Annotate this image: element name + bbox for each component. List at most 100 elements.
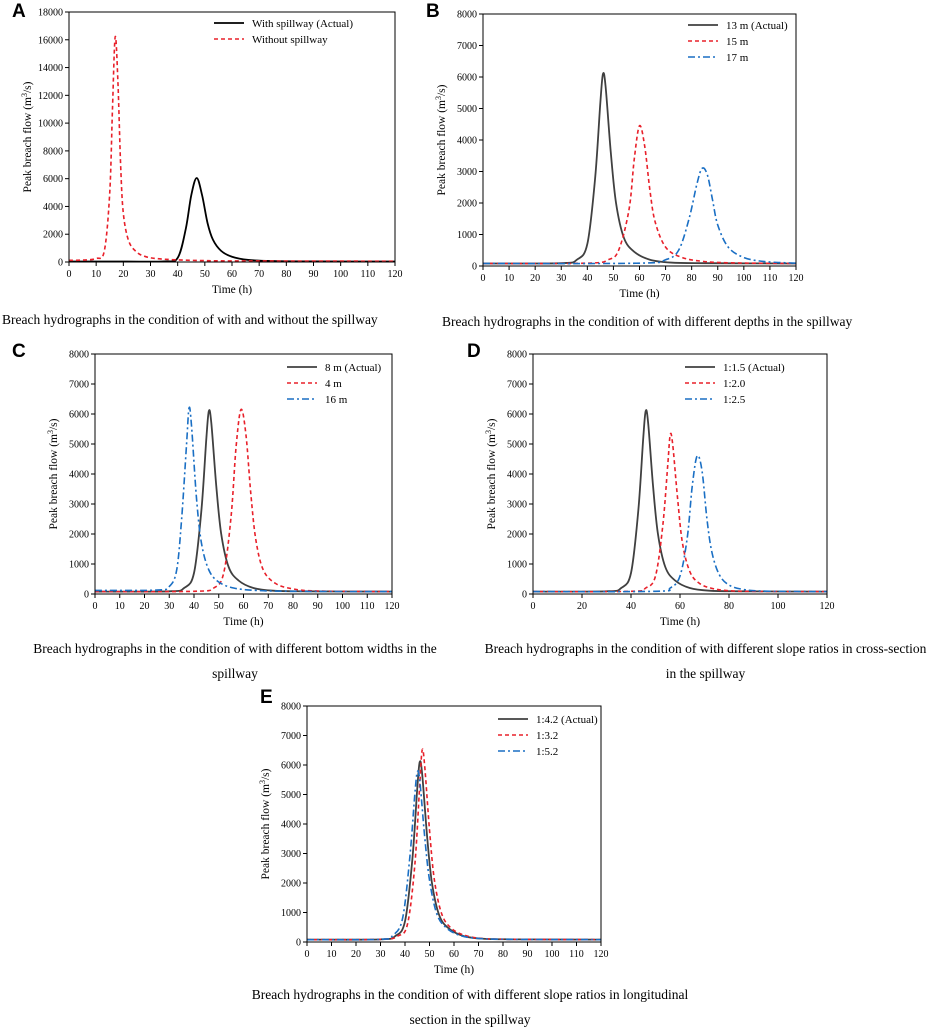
x-tick-label: 90 [313,601,323,612]
legend-label: 8 m (Actual) [325,362,382,374]
x-axis-label: Time (h) [660,616,700,628]
x-tick-label: 50 [608,273,618,284]
series-line-2 [95,408,392,593]
y-tick-label: 4000 [457,136,477,147]
caption-line: Breach hydrographs in the condition of w… [251,987,689,1002]
legend-label: 1:1.5 (Actual) [723,362,785,374]
x-tick-label: 20 [577,601,587,612]
y-tick-label: 16000 [38,35,63,46]
series-line-1 [483,71,796,265]
y-tick-label: 14000 [38,63,63,74]
y-tick-label: 1000 [69,560,89,571]
panel-b: B 0 10 20 30 40 50 60 70 80 90 100 110 120 0 1000 2000 3… [420,0,941,340]
caption-line: in the spillway [665,666,746,681]
x-tick-label: 60 [449,949,459,960]
y-tick-label: 7000 [507,380,527,391]
x-tick-label: 100 [335,601,350,612]
x-axis-label: Time (h) [619,288,659,300]
x-tick-label: 80 [687,273,697,284]
x-tick-label: 60 [675,601,685,612]
y-tick-label: 18000 [38,8,63,19]
y-tick-label: 6000 [69,410,89,421]
x-tick-label: 30 [556,273,566,284]
x-tick-label: 120 [388,269,403,280]
y-tick-label: 2000 [43,230,63,241]
y-tick-label: 8000 [281,702,301,713]
y-tick-label: 7000 [281,731,301,742]
y-tick-label: 1000 [281,908,301,919]
x-tick-label: 90 [713,273,723,284]
y-tick-label: 8000 [457,10,477,21]
plot-frame [532,353,828,595]
x-tick-label: 80 [498,949,508,960]
y-axis-label: Peak breach flow (m3/s) [20,81,34,192]
caption-line: Breach hydrographs in the condition of w… [484,641,927,656]
y-tick-label: 2000 [507,530,527,541]
legend-label: 17 m [726,52,749,64]
x-tick-label: 40 [582,273,592,284]
chart-e: 0 10 20 30 40 50 60 70 80 90 100 110 120 0 1000 2000 300… [258,702,609,977]
x-tick-label: 0 [481,273,486,284]
x-tick-label: 20 [351,949,361,960]
y-axis-label: Peak breach flow (m3/s) [484,418,498,529]
caption: Breach hydrographs in the condition of w… [2,307,420,332]
x-tick-label: 110 [360,601,375,612]
legend-label: 16 m [325,394,348,406]
y-tick-label: 4000 [43,202,63,213]
legend-label: 1:5.2 [536,746,558,758]
series-line-3 [307,770,601,941]
x-tick-label: 20 [140,601,150,612]
legend-label: 13 m (Actual) [726,20,788,32]
y-tick-label: 0 [84,590,89,601]
x-tick-label: 80 [281,269,291,280]
x-axis-label: Time (h) [212,284,252,296]
x-tick-label: 40 [173,269,183,280]
x-tick-label: 30 [164,601,174,612]
x-tick-label: 100 [545,949,560,960]
y-tick-label: 5000 [457,104,477,115]
x-tick-label: 10 [327,949,337,960]
y-tick-label: 7000 [457,41,477,52]
x-tick-label: 40 [626,601,636,612]
x-tick-label: 10 [91,269,101,280]
caption-line: section in the spillway [409,1012,531,1027]
y-tick-label: 2000 [281,879,301,890]
x-tick-label: 60 [635,273,645,284]
caption: Breach hydrographs in the condition of w… [442,309,941,334]
series-line-2 [533,432,827,593]
y-tick-label: 4000 [507,470,527,481]
legend-label: 15 m [726,36,749,48]
plot-frame [482,13,797,267]
x-tick-label: 120 [385,601,400,612]
x-tick-label: 10 [115,601,125,612]
y-tick-label: 5000 [69,440,89,451]
legend-label: 1:4.2 (Actual) [536,714,598,726]
x-tick-label: 50 [200,269,210,280]
caption: Breach hydrographs in the condition of w… [470,636,941,686]
series-line-1 [69,177,395,262]
chart-a: 0 10 20 30 40 50 60 70 80 90 100 110 120 0 2000 4000 600… [20,8,403,297]
series-line-3 [533,454,827,593]
caption-line: Breach hydrographs in the condition of w… [33,641,437,656]
x-tick-label: 70 [474,949,484,960]
x-tick-label: 90 [309,269,319,280]
x-tick-label: 110 [361,269,376,280]
x-tick-label: 120 [594,949,609,960]
chart-c: 0 10 20 30 40 50 60 70 80 90 100 110 120 0 1000 2000 300… [46,350,400,629]
x-tick-label: 0 [93,601,98,612]
legend-label: Without spillway [252,34,328,46]
y-tick-label: 2000 [457,199,477,210]
y-tick-label: 6000 [507,410,527,421]
chart-d: 0 20 40 60 80 100 120 0 1000 2000 3000 4000 5000 6000… [484,350,835,629]
y-axis-label: Peak breach flow (m3/s) [258,768,272,879]
x-tick-label: 30 [376,949,386,960]
x-tick-label: 20 [118,269,128,280]
caption: Breach hydrographs in the condition of w… [220,982,720,1032]
series-line-1 [533,409,827,593]
y-tick-label: 5000 [281,790,301,801]
x-tick-label: 90 [523,949,533,960]
x-tick-label: 80 [724,601,734,612]
y-axis-label: Peak breach flow (m3/s) [46,418,60,529]
x-tick-label: 110 [569,949,584,960]
x-tick-label: 50 [425,949,435,960]
